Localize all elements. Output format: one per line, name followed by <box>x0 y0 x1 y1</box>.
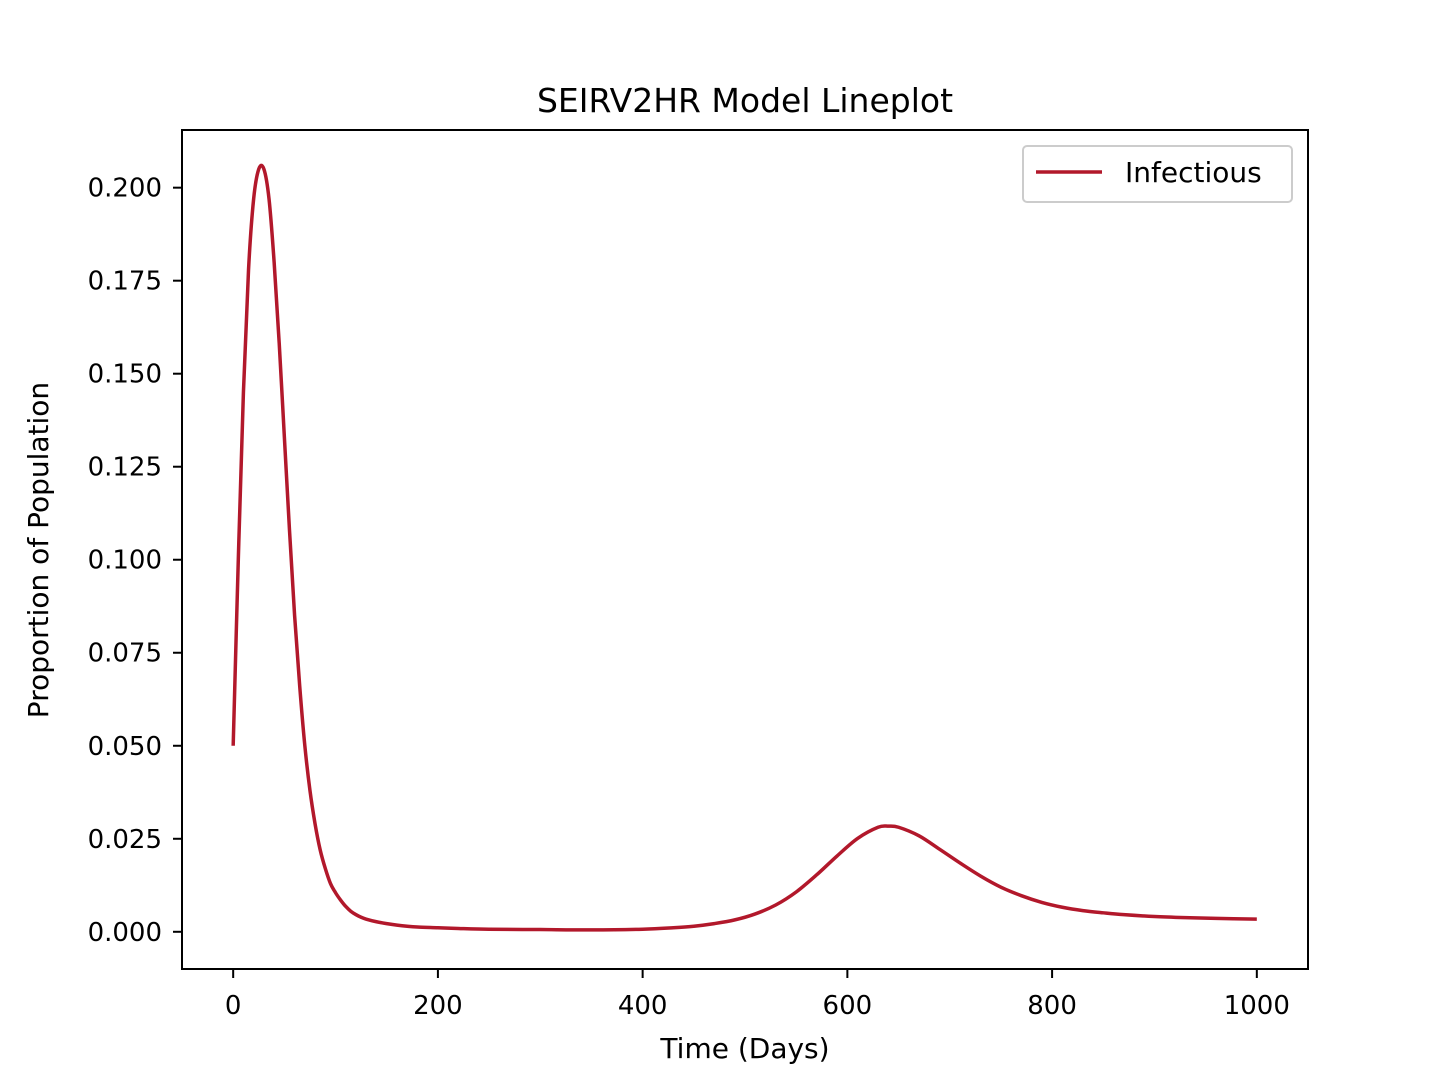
y-tick-label: 0.150 <box>88 360 162 390</box>
y-tick-label: 0.175 <box>88 267 162 297</box>
y-tick-label: 0.100 <box>88 546 162 576</box>
series-line-infectious <box>231 163 1257 932</box>
x-tick-label: 200 <box>413 991 463 1021</box>
x-tick-label: 0 <box>225 991 242 1021</box>
legend: Infectious <box>1022 145 1293 203</box>
x-tick-label: 800 <box>1027 991 1077 1021</box>
x-axis-ticks: 0 200 400 600 800 1000 <box>225 969 1290 1021</box>
x-axis-label: Time (Days) <box>659 1032 829 1065</box>
x-tick-label: 600 <box>823 991 873 1021</box>
x-tick-label: 1000 <box>1224 991 1290 1021</box>
axes-frame <box>181 129 1309 970</box>
x-tick-label: 400 <box>618 991 668 1021</box>
y-axis-label: Proportion of Population <box>22 382 55 718</box>
y-tick-label: 0.125 <box>88 453 162 483</box>
legend-box <box>1022 145 1293 203</box>
series-layer <box>231 163 1257 932</box>
legend-label-infectious: Infectious <box>1125 156 1262 189</box>
y-tick-label: 0.025 <box>88 825 162 855</box>
y-tick-label: 0.000 <box>88 918 162 948</box>
y-axis-ticks: 0.000 0.025 0.050 0.075 0.100 0.125 0.150 0.175… <box>88 174 182 948</box>
y-tick-label: 0.050 <box>88 732 162 762</box>
plot-area: 0 200 400 600 800 1000 0.0000.0250.0500.0750.… <box>88 129 1309 1021</box>
y-tick-label: 0.200 <box>88 174 162 204</box>
chart-title: SEIRV2HR Model Lineplot <box>537 81 953 120</box>
y-tick-label: 0.075 <box>88 639 162 669</box>
